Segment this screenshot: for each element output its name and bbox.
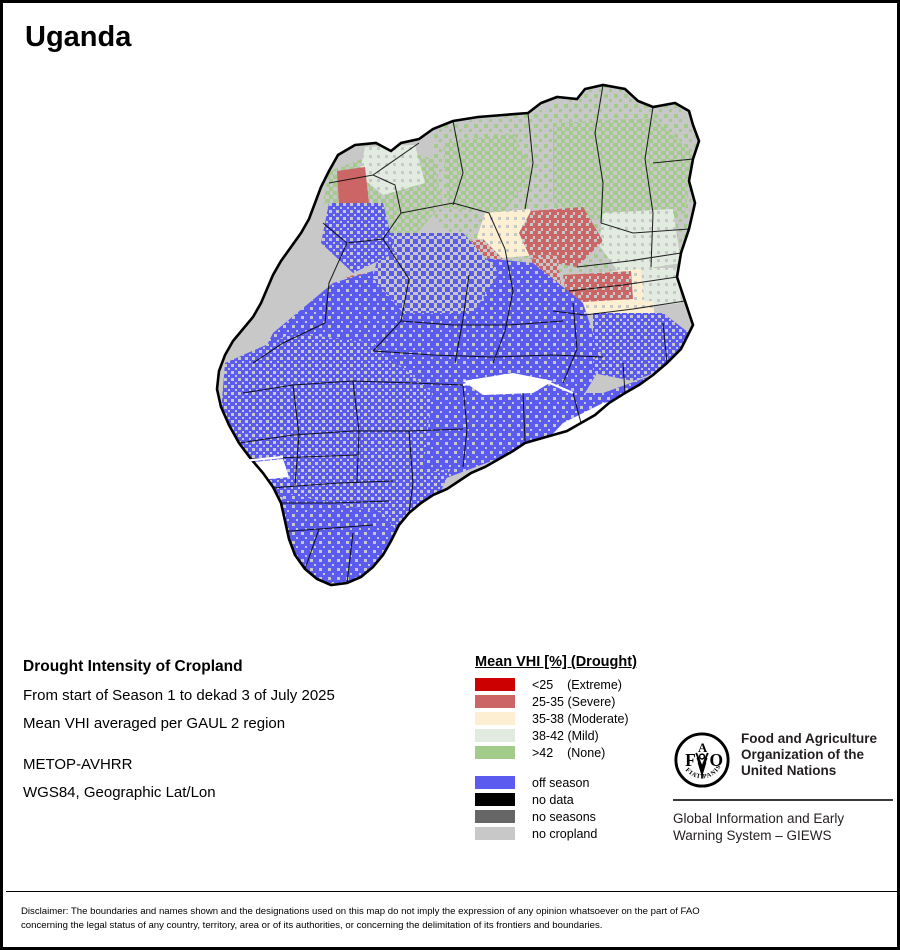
class-mild-nw <box>359 145 425 195</box>
disclaimer-line-1: Disclaimer: The boundaries and names sho… <box>21 906 700 917</box>
class-offseason-east <box>423 359 673 473</box>
legend-label-extreme: <25 (Extreme) <box>532 677 622 692</box>
info-sensor: METOP-AVHRR <box>23 756 133 773</box>
page-title: Uganda <box>25 21 132 53</box>
fao-org-line-1: Food and Agriculture <box>741 731 877 746</box>
giews-line-2: Warning System – GIEWS <box>673 828 832 843</box>
info-aggregation: Mean VHI averaged per GAUL 2 region <box>23 715 286 732</box>
class-severe-central <box>519 207 603 267</box>
legend-item-extreme[interactable]: <25 (Extreme) <box>475 676 690 693</box>
legend-swatch-severe <box>475 695 515 708</box>
lake-victoria <box>533 393 743 513</box>
legend-label-mild: 38-42 (Mild) <box>532 728 599 743</box>
giews-line-1: Global Information and Early <box>673 811 845 826</box>
fao-organization-name: Food and Agriculture Organization of the… <box>741 731 877 779</box>
fao-org-line-2: Organization of the <box>741 747 864 762</box>
info-heading: Drought Intensity of Cropland <box>23 658 243 675</box>
map-info-block: Drought Intensity of Cropland From start… <box>23 658 453 812</box>
class-none-northcentral <box>443 133 533 213</box>
legend-group-spacer <box>475 761 690 774</box>
class-severe-east-band <box>563 271 633 303</box>
class-offseason-westnile <box>321 203 395 273</box>
disclaimer-line-2: concerning the legal status of any count… <box>21 919 603 931</box>
svg-text:F: F <box>685 750 696 770</box>
legend-swatch-no-data <box>475 793 515 806</box>
legend-label-off-season: off season <box>532 775 590 790</box>
legend-swatch-none <box>475 746 515 759</box>
legend-label-no-data: no data <box>532 792 574 807</box>
map-canvas[interactable] <box>133 63 773 643</box>
fao-header: F A O FIAT PANIS Food and Agriculture Or… <box>673 731 893 789</box>
giews-label: Global Information and Early Warning Sys… <box>673 810 893 844</box>
svg-text:A: A <box>698 741 708 755</box>
fao-logo-icon: F A O FIAT PANIS <box>674 732 730 788</box>
info-period: From start of Season 1 to dekad 3 of Jul… <box>23 687 335 704</box>
legend-label-no-cropland: no cropland <box>532 826 598 841</box>
disclaimer-text: Disclaimer: The boundaries and names sho… <box>21 905 886 932</box>
info-projection: WGS84, Geographic Lat/Lon <box>23 784 216 801</box>
legend-label-no-seasons: no seasons <box>532 809 596 824</box>
map-raster-layer <box>217 85 699 585</box>
legend-item-no-cropland[interactable]: no cropland <box>475 825 690 842</box>
legend-item-mild[interactable]: 38-42 (Mild) <box>475 727 690 744</box>
class-none-northeast <box>553 118 693 223</box>
info-spacer <box>23 743 453 756</box>
legend-item-none[interactable]: >42 (None) <box>475 744 690 761</box>
legend-swatch-no-seasons <box>475 810 515 823</box>
class-mild-ne <box>599 209 681 273</box>
legend-item-severe[interactable]: 25-35 (Severe) <box>475 693 690 710</box>
fao-divider <box>673 799 893 801</box>
svg-text:O: O <box>710 750 724 770</box>
map-legend: Mean VHI [%] (Drought) <25 (Extreme) 25-… <box>475 654 690 842</box>
class-severe-nw-corner <box>337 167 369 205</box>
legend-item-off-season[interactable]: off season <box>475 774 690 791</box>
legend-label-severe: 25-35 (Severe) <box>532 694 616 709</box>
legend-swatch-moderate <box>475 712 515 725</box>
legend-label-none: >42 (None) <box>532 745 606 760</box>
uganda-map-svg[interactable] <box>133 63 773 643</box>
country-border-uganda <box>215 83 701 587</box>
shoreline-highlights <box>242 373 574 463</box>
legend-item-moderate[interactable]: 35-38 (Moderate) <box>475 710 690 727</box>
legend-swatch-extreme <box>475 678 515 691</box>
admin-boundaries-gaul2 <box>228 85 694 584</box>
legend-swatch-mild <box>475 729 515 742</box>
legend-swatch-no-cropland <box>475 827 515 840</box>
fao-branding-block: F A O FIAT PANIS Food and Agriculture Or… <box>673 731 893 844</box>
legend-swatch-off-season <box>475 776 515 789</box>
legend-label-moderate: 35-38 (Moderate) <box>532 711 629 726</box>
disclaimer-divider <box>6 891 897 892</box>
fao-org-line-3: United Nations <box>741 763 837 778</box>
class-moderate-central-north <box>477 209 537 259</box>
legend-title: Mean VHI [%] (Drought) <box>475 654 637 670</box>
class-offseason-northwest <box>373 233 499 313</box>
legend-item-no-data[interactable]: no data <box>475 791 690 808</box>
legend-item-no-seasons[interactable]: no seasons <box>475 808 690 825</box>
